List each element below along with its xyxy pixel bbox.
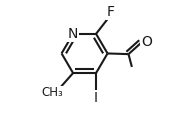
Text: CH₃: CH₃ [41,86,63,99]
Text: F: F [107,5,115,19]
Text: O: O [141,35,152,49]
Text: I: I [94,91,98,105]
Text: N: N [68,27,78,41]
